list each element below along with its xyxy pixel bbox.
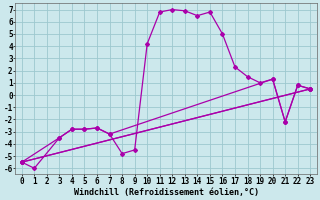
X-axis label: Windchill (Refroidissement éolien,°C): Windchill (Refroidissement éolien,°C) xyxy=(74,188,259,197)
